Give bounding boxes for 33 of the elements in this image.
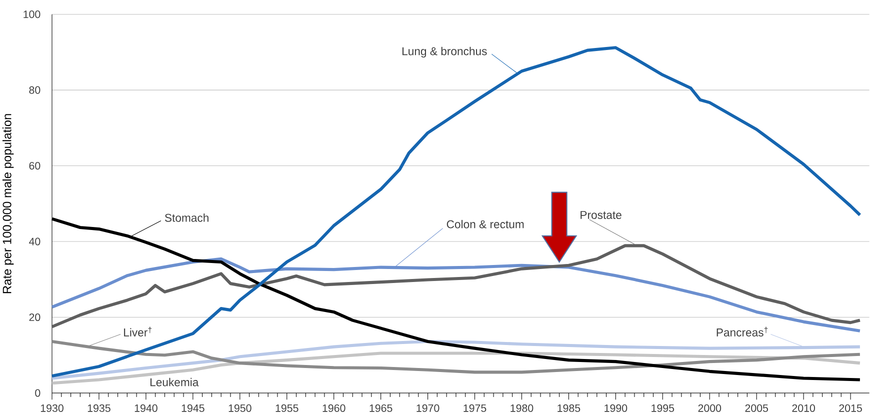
series-label: Leukemia	[150, 378, 199, 386]
y-axis-title: Rate per 100,000 male population	[2, 114, 14, 294]
x-tick-label: 1970	[416, 404, 440, 412]
x-tick-label: 1950	[228, 404, 252, 412]
x-tick-label: 1985	[558, 404, 580, 412]
x-tick-label: 1935	[88, 404, 110, 412]
x-tick-label: 1980	[510, 404, 534, 412]
x-tick-label: 2005	[745, 404, 768, 412]
x-tick-label: 1965	[370, 404, 392, 412]
y-tick-label: 100	[24, 10, 40, 18]
series-label: Liver$^{†}$	[124, 326, 152, 336]
series-label: Pancreas$^{†}$	[716, 326, 768, 336]
x-tick-label: 1960	[322, 404, 346, 412]
line-series	[50, 46, 862, 378]
x-tick-label: 2015	[839, 404, 862, 412]
x-tick-label: 2000	[698, 404, 722, 412]
x-tick-label: 1995	[652, 404, 674, 412]
y-tick-label: 0	[35, 389, 40, 397]
y-tick-label: 60	[29, 162, 40, 170]
x-tick-label: 1975	[464, 404, 486, 412]
text: Lung & bronchus	[402, 46, 487, 58]
x-tick-label: 1945	[182, 404, 204, 412]
x-tick-label: 1940	[134, 404, 158, 412]
x-tick-label: 1990	[604, 404, 628, 412]
text: Stomach	[164, 214, 208, 222]
y-tick-label: 20	[29, 313, 40, 322]
text: Prostate	[580, 211, 622, 219]
x-tick-label: 1930	[40, 404, 64, 412]
x-tick-label: 1955	[276, 404, 298, 412]
text: Colon & rectum	[446, 220, 524, 228]
y-tick-label: 40	[29, 238, 40, 246]
x-tick-label: 2010	[792, 404, 816, 412]
y-tick-label: 80	[29, 86, 40, 94]
